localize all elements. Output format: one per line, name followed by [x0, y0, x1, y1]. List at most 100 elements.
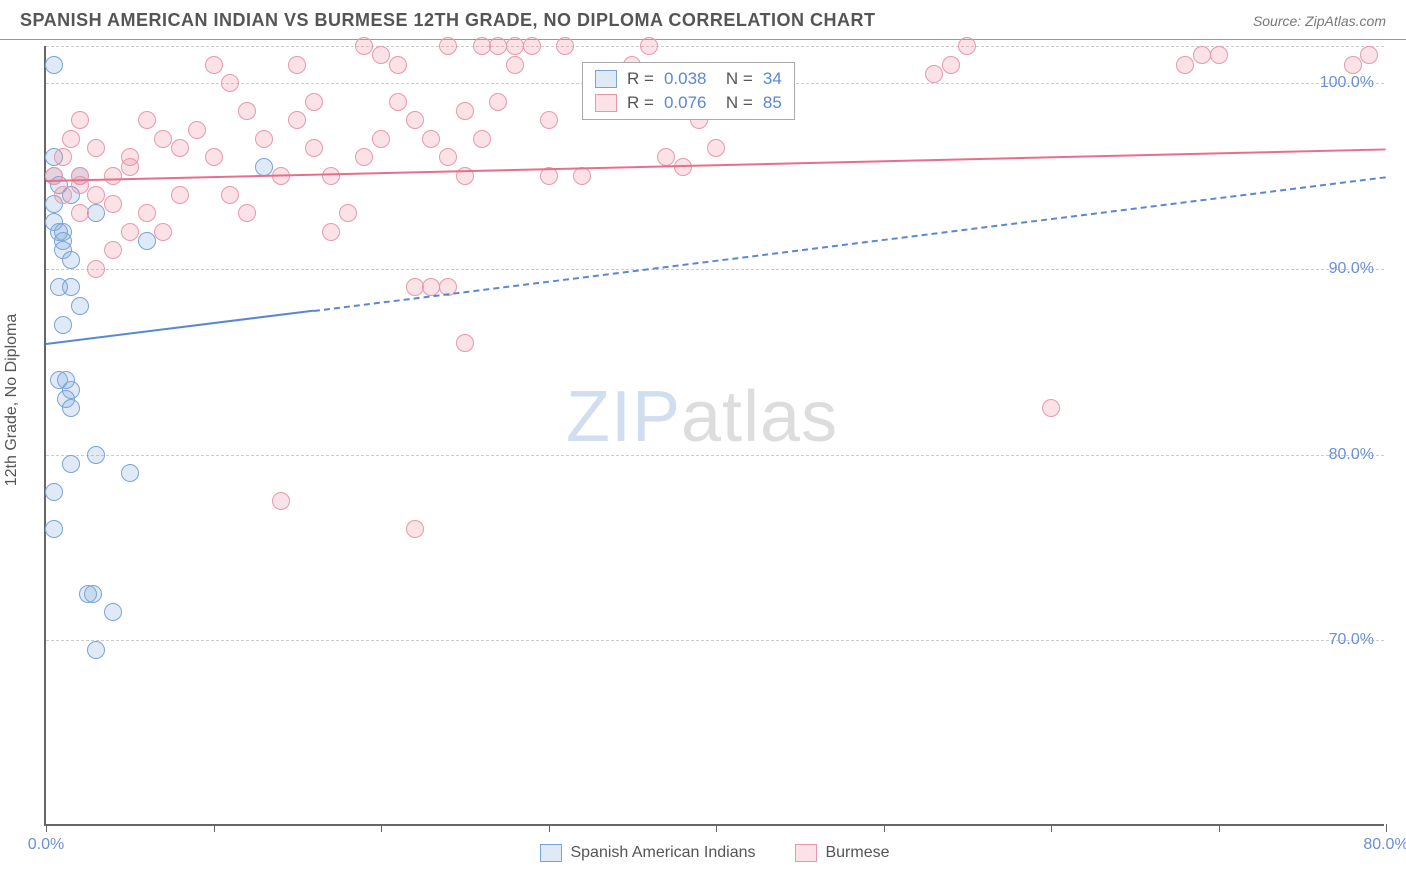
data-point [87, 186, 105, 204]
data-point [121, 223, 139, 241]
legend-item: Spanish American Indians [540, 844, 755, 862]
data-point [573, 167, 591, 185]
data-point [406, 278, 424, 296]
data-point [255, 158, 273, 176]
legend-n-value: 34 [763, 69, 782, 89]
gridline-h [46, 46, 1384, 47]
legend-n-label: N = [716, 93, 752, 113]
y-tick-label: 90.0% [1329, 260, 1374, 278]
x-tick-mark [46, 824, 47, 832]
x-tick-mark [1051, 824, 1052, 832]
data-point [54, 316, 72, 334]
correlation-legend: R = 0.038 N = 34R = 0.076 N = 85 [582, 62, 795, 120]
data-point [104, 195, 122, 213]
data-point [506, 56, 524, 74]
data-point [62, 399, 80, 417]
data-point [1193, 46, 1211, 64]
data-point [640, 37, 658, 55]
legend-item: Burmese [795, 844, 889, 862]
y-tick-label: 100.0% [1320, 74, 1374, 92]
watermark: ZIPatlas [566, 376, 838, 458]
data-point [372, 46, 390, 64]
data-point [50, 278, 68, 296]
data-point [372, 130, 390, 148]
data-point [154, 130, 172, 148]
chart-header: SPANISH AMERICAN INDIAN VS BURMESE 12TH … [0, 0, 1406, 40]
data-point [205, 148, 223, 166]
data-point [154, 223, 172, 241]
legend-label: Burmese [825, 844, 889, 862]
chart-title: SPANISH AMERICAN INDIAN VS BURMESE 12TH … [20, 10, 876, 31]
data-point [439, 37, 457, 55]
data-point [305, 93, 323, 111]
legend-r-label: R = [627, 93, 654, 113]
data-point [489, 37, 507, 55]
data-point [71, 297, 89, 315]
data-point [221, 186, 239, 204]
legend-label: Spanish American Indians [570, 844, 755, 862]
data-point [288, 56, 306, 74]
gridline-h [46, 269, 1384, 270]
data-point [87, 641, 105, 659]
x-tick-mark [1219, 824, 1220, 832]
data-point [205, 56, 223, 74]
x-tick-mark [381, 824, 382, 832]
x-tick-mark [716, 824, 717, 832]
data-point [272, 492, 290, 510]
data-point [322, 167, 340, 185]
data-point [54, 186, 72, 204]
data-point [406, 111, 424, 129]
data-point [138, 204, 156, 222]
y-tick-label: 70.0% [1329, 631, 1374, 649]
gridline-h [46, 640, 1384, 641]
data-point [540, 111, 558, 129]
data-point [104, 603, 122, 621]
data-point [958, 37, 976, 55]
data-point [171, 139, 189, 157]
data-point [54, 148, 72, 166]
y-axis-label: 12th Grade, No Diploma [3, 314, 21, 487]
x-tick-mark [1386, 824, 1387, 832]
data-point [1176, 56, 1194, 74]
legend-swatch [595, 94, 617, 112]
data-point [121, 464, 139, 482]
legend-row: R = 0.038 N = 34 [595, 67, 782, 91]
data-point [121, 158, 139, 176]
data-point [355, 148, 373, 166]
data-point [1360, 46, 1378, 64]
data-point [71, 111, 89, 129]
data-point [45, 483, 63, 501]
x-tick-mark [214, 824, 215, 832]
data-point [45, 56, 63, 74]
data-point [87, 204, 105, 222]
data-point [87, 139, 105, 157]
data-point [1210, 46, 1228, 64]
x-tick-mark [549, 824, 550, 832]
data-point [1344, 56, 1362, 74]
data-point [62, 130, 80, 148]
data-point [925, 65, 943, 83]
data-point [389, 56, 407, 74]
data-point [422, 130, 440, 148]
trend-line [46, 310, 314, 345]
data-point [355, 37, 373, 55]
data-point [138, 111, 156, 129]
data-point [339, 204, 357, 222]
data-point [62, 251, 80, 269]
data-point [188, 121, 206, 139]
x-tick-mark [884, 824, 885, 832]
scatter-plot: ZIPatlas 70.0%80.0%90.0%100.0%0.0%80.0%R… [44, 46, 1384, 826]
gridline-h [46, 455, 1384, 456]
data-point [238, 204, 256, 222]
data-point [489, 93, 507, 111]
series-legend: Spanish American Indians Burmese [46, 844, 1384, 862]
data-point [506, 37, 524, 55]
data-point [62, 455, 80, 473]
legend-row: R = 0.076 N = 85 [595, 91, 782, 115]
data-point [238, 102, 256, 120]
watermark-atlas: atlas [681, 377, 838, 457]
data-point [87, 446, 105, 464]
legend-r-value: 0.076 [664, 93, 707, 113]
data-point [406, 520, 424, 538]
data-point [288, 111, 306, 129]
